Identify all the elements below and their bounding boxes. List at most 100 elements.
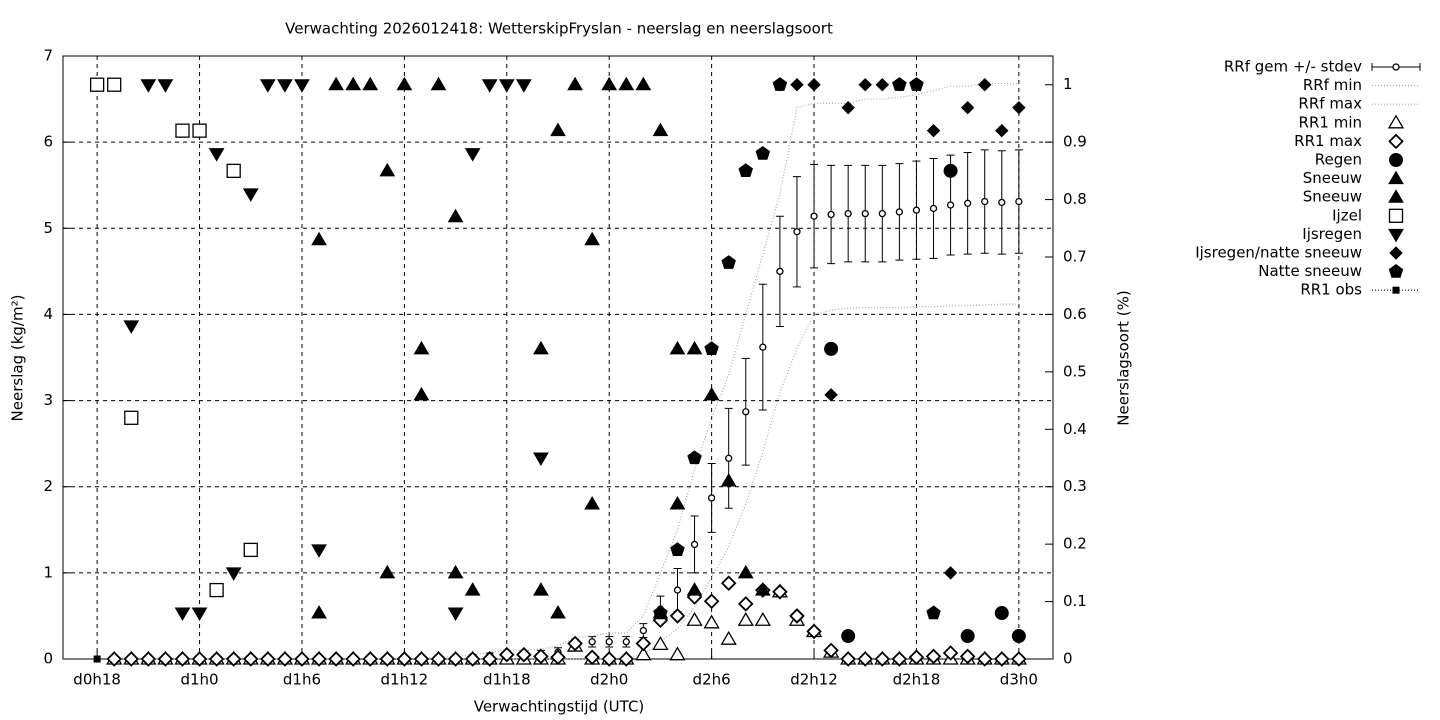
marker	[464, 582, 481, 596]
legend-label: Natte sneeuw	[1258, 262, 1362, 280]
y2-tick-label: 0.9	[1063, 133, 1087, 151]
marker	[123, 320, 140, 334]
marker	[447, 564, 464, 579]
legend-label: Ijsregen/natte sneeuw	[1195, 244, 1362, 262]
marker	[926, 123, 941, 138]
marker	[1388, 133, 1404, 150]
x-tick-label: d2h6	[693, 671, 731, 689]
marker	[653, 605, 668, 620]
marker	[311, 544, 327, 558]
marker	[960, 629, 975, 644]
marker	[840, 651, 856, 667]
marker	[515, 79, 532, 93]
legend-label: Regen	[1315, 151, 1362, 169]
y2-axis-label: Neerslagsoort (%)	[1115, 290, 1133, 425]
y-tick-label: 4	[43, 305, 53, 323]
marker	[670, 542, 685, 557]
y-tick-label: 0	[43, 650, 53, 668]
y2-tick-label: 0.4	[1063, 420, 1087, 438]
marker	[1011, 629, 1026, 644]
marker	[345, 76, 362, 91]
marker	[208, 651, 225, 667]
marker	[789, 608, 805, 624]
marker	[533, 582, 549, 596]
marker	[243, 542, 258, 558]
legend-label: Ijsregen	[1302, 225, 1362, 243]
legend-label: RR1 obs	[1300, 281, 1362, 299]
marker	[157, 651, 174, 667]
marker	[242, 651, 259, 667]
marker	[669, 340, 686, 355]
marker	[943, 163, 958, 178]
y-tick-label: 2	[43, 477, 53, 495]
marker	[584, 231, 601, 246]
marker	[396, 651, 413, 667]
marker	[89, 77, 105, 92]
series-line	[114, 303, 1019, 660]
marker	[912, 206, 921, 214]
marker	[772, 584, 788, 600]
marker	[140, 651, 157, 667]
marker	[721, 255, 736, 269]
marker	[635, 646, 652, 661]
marker	[639, 626, 647, 635]
x-tick-label: d2h0	[590, 671, 628, 689]
marker	[311, 231, 327, 246]
marker	[567, 76, 583, 91]
legend-label: Ijzel	[1332, 206, 1362, 224]
y2-tick-label: 0.6	[1063, 305, 1087, 323]
marker	[567, 635, 583, 652]
marker	[704, 341, 719, 356]
marker	[1387, 114, 1405, 129]
marker	[742, 408, 750, 416]
marker	[481, 651, 498, 667]
marker	[754, 611, 771, 626]
marker	[995, 123, 1009, 138]
y2-tick-label: 0.3	[1063, 477, 1087, 495]
marker	[107, 77, 122, 92]
marker	[964, 199, 972, 207]
marker	[824, 341, 839, 356]
marker	[328, 651, 344, 667]
y-tick-label: 6	[43, 133, 53, 151]
marker	[430, 76, 447, 91]
marker	[703, 593, 720, 610]
marker	[806, 623, 822, 640]
marker	[588, 638, 596, 646]
marker	[823, 642, 839, 659]
y-tick-label: 7	[43, 47, 53, 65]
marker	[1388, 170, 1404, 185]
marker	[362, 651, 379, 667]
marker	[703, 614, 720, 629]
marker	[857, 651, 874, 667]
marker	[277, 651, 293, 667]
marker	[994, 606, 1009, 621]
marker	[601, 651, 617, 667]
chart-title: Verwachting 2026012418: WetterskipFrysla…	[285, 20, 833, 38]
marker	[878, 209, 886, 218]
marker	[362, 76, 379, 91]
y2-tick-label: 0.5	[1063, 362, 1087, 380]
marker	[725, 454, 733, 462]
marker	[686, 340, 703, 355]
marker	[841, 100, 855, 115]
marker	[447, 607, 464, 622]
marker	[226, 163, 241, 179]
marker	[738, 163, 754, 178]
marker	[605, 638, 613, 646]
marker	[106, 651, 122, 667]
marker	[686, 611, 703, 626]
marker	[1011, 651, 1027, 667]
marker	[242, 188, 259, 202]
marker	[277, 79, 293, 93]
marker	[892, 77, 907, 91]
marker	[294, 651, 310, 667]
marker	[861, 209, 869, 218]
marker	[669, 608, 686, 624]
legend-label: RR1 min	[1299, 113, 1362, 131]
marker	[618, 76, 635, 91]
marker	[1388, 228, 1404, 243]
marker	[550, 649, 566, 666]
marker	[396, 76, 413, 91]
y2-tick-label: 0.8	[1063, 190, 1087, 208]
